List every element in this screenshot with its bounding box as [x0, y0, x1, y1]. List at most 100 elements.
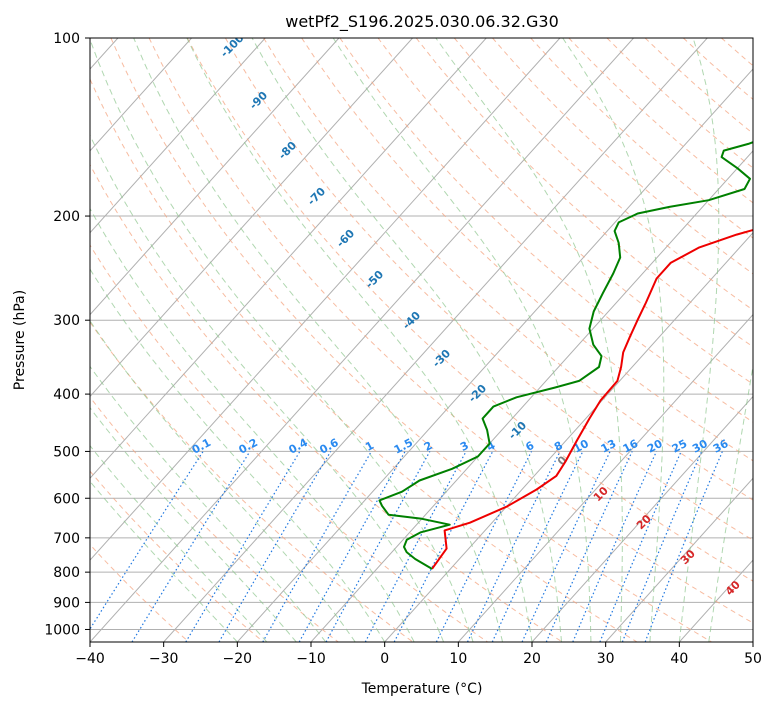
moist-adiabat-line: [90, 207, 415, 642]
dry-adiabat-line: [377, 38, 753, 385]
mixing-ratio-line: [599, 451, 682, 642]
isotherm-line: [163, 38, 708, 642]
mixing-ratio-line: [466, 451, 561, 642]
x-ticks: −40 −30 −20 −10 0 10 20 30 40 50: [75, 642, 762, 667]
mixing-ratio-line: [131, 451, 251, 642]
isotherm-label: 20: [634, 512, 654, 532]
moist-adiabat-line: [90, 38, 474, 642]
x-tick-label: −30: [149, 651, 179, 667]
isotherm-label: -50: [363, 268, 386, 291]
mixing-ratio-label: 0.1: [190, 436, 213, 457]
dry-adiabat-line: [415, 38, 753, 348]
dry-adiabat-line: [224, 38, 753, 541]
isotherm-line: [678, 559, 753, 642]
isotherm-label: -60: [334, 227, 357, 250]
moist-adiabat-line: [90, 134, 445, 642]
mixing-ratio-line: [572, 451, 658, 642]
y-tick-label: 800: [53, 565, 80, 581]
y-tick-label: 300: [53, 313, 80, 329]
x-tick-label: −40: [75, 651, 105, 667]
moist-adiabat-line: [332, 38, 592, 642]
y-tick-label: 1000: [44, 622, 80, 638]
x-tick-label: 0: [380, 651, 389, 667]
x-tick-label: −20: [223, 651, 253, 667]
x-tick-label: 20: [523, 651, 541, 667]
dry-adiabat-line: [90, 470, 264, 642]
isotherm-label: 10: [591, 484, 611, 504]
y-axis-label: Pressure (hPa): [12, 290, 28, 390]
isotherm-line: [752, 641, 753, 642]
dry-adiabat-line: [263, 38, 753, 501]
mixing-ratio-line: [185, 451, 301, 642]
mixing-ratio-line: [521, 451, 611, 642]
y-tick-label: 200: [53, 209, 80, 225]
x-axis-label: Temperature (°C): [361, 681, 483, 697]
dry-adiabat-line: [301, 38, 753, 462]
y-tick-label: 400: [53, 387, 80, 403]
mixing-ratio-label: 0.2: [237, 436, 260, 457]
y-tick-label: 500: [53, 444, 80, 460]
moist-adiabat-line: [678, 38, 720, 642]
x-tick-label: 30: [597, 651, 615, 667]
mixing-ratio-line: [262, 451, 372, 642]
profile-line-2: [378, 141, 753, 570]
moist-adiabat-line: [90, 480, 238, 642]
chart-title: wetPf2_S196.2025.030.06.32.G30: [285, 12, 559, 32]
moist-adiabat-line: [562, 38, 665, 642]
isotherm-line: [236, 68, 753, 642]
moist-adiabat-line: [251, 38, 562, 642]
dry-adiabat-line: [530, 38, 753, 239]
mixing-ratio-label: 0.4: [287, 436, 311, 457]
moist-adiabat-line: [90, 365, 327, 642]
moist-adiabat-line: [90, 268, 386, 642]
isotherm-label: 30: [678, 547, 698, 567]
mixing-ratio-line: [621, 451, 703, 642]
dry-adiabat-line: [721, 38, 753, 67]
mixing-ratio-line: [298, 451, 406, 642]
isotherm-line: [90, 38, 192, 152]
isotherm-label: 40: [723, 578, 743, 598]
isotherm-label: -20: [466, 382, 489, 405]
mixing-ratio-line: [545, 451, 633, 642]
moist-adiabat-line: [186, 38, 533, 642]
mixing-ratio-label: 20: [645, 437, 665, 456]
x-tick-label: 40: [670, 651, 688, 667]
dry-adiabat-line: [90, 163, 563, 642]
mixing-ratio-label: 30: [690, 437, 710, 456]
isotherm-label: -80: [276, 139, 299, 162]
mixing-ratio-label: 25: [670, 437, 690, 456]
moist-adiabat-line: [90, 319, 356, 642]
mixing-ratio-label: 13: [599, 437, 619, 456]
y-tick-label: 900: [53, 595, 80, 611]
mixing-ratio-line: [644, 451, 723, 642]
isotherm-line: [90, 38, 413, 398]
dry-adiabat-line: [682, 38, 753, 101]
dry-adiabat-line: [90, 543, 190, 642]
dry-adiabat-line: [110, 38, 712, 642]
x-tick-label: 10: [449, 651, 467, 667]
y-tick-label: 600: [53, 491, 80, 507]
mixing-ratio-line: [364, 451, 467, 642]
isotherm-label: -90: [247, 89, 270, 112]
isotherm-line: [90, 38, 487, 480]
isotherm-line: [90, 38, 561, 561]
dry-adiabat-line: [90, 244, 488, 642]
mixing-ratio-line: [435, 451, 533, 642]
mixing-ratio-label: 16: [621, 437, 641, 456]
isotherm-label: -40: [400, 309, 423, 332]
dry-adiabat-line: [186, 38, 753, 582]
dry-adiabat-line: [568, 38, 753, 204]
dry-adiabat-line: [90, 321, 414, 642]
y-tick-label: 700: [53, 531, 80, 547]
dry-adiabat-line: [148, 38, 753, 624]
mixing-ratio-line: [90, 451, 204, 631]
isotherm-label: -70: [305, 185, 328, 208]
y-tick-label: 100: [53, 31, 80, 47]
profiles: [378, 141, 753, 570]
mixing-ratio-label: 36: [711, 437, 731, 456]
mixing-ratio-line: [491, 451, 584, 642]
moist-adiabat-line: [90, 406, 297, 642]
moist-adiabat-line: [90, 444, 268, 642]
dry-adiabat-line: [90, 77, 638, 642]
